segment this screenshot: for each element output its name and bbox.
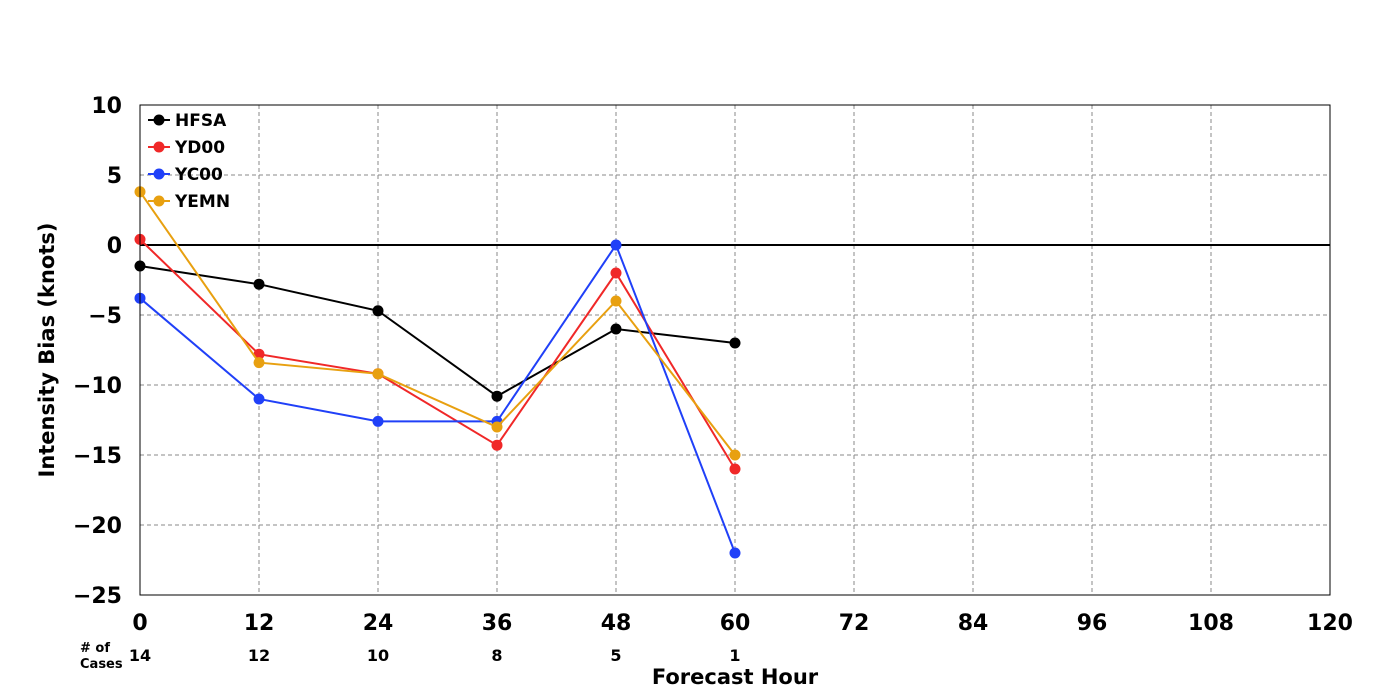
x-tick-label: 60 xyxy=(720,611,751,636)
x-tick-label: 36 xyxy=(482,611,513,636)
y-tick-label: −15 xyxy=(73,444,122,469)
case-count: 14 xyxy=(129,646,151,665)
data-point-yd00 xyxy=(729,463,741,475)
data-point-hfsa xyxy=(491,390,503,402)
x-tick-label: 12 xyxy=(244,611,275,636)
y-tick-label: −5 xyxy=(88,304,122,329)
data-point-yd00 xyxy=(491,439,503,451)
x-tick-label: 108 xyxy=(1188,611,1234,636)
data-point-hfsa xyxy=(610,323,622,335)
legend-label-hfsa: HFSA xyxy=(175,111,227,131)
x-tick-label: 72 xyxy=(839,611,870,636)
data-point-yemn xyxy=(253,357,265,369)
case-count: 5 xyxy=(610,646,621,665)
legend: HFSA YD00 YC00 YEMN xyxy=(148,111,230,212)
y-tick-label: 10 xyxy=(91,94,122,119)
data-point-yemn xyxy=(491,421,503,433)
data-point-yemn xyxy=(372,368,384,380)
data-point-hfsa xyxy=(253,278,265,290)
series-line-yemn xyxy=(139,191,736,456)
case-count: 12 xyxy=(248,646,270,665)
case-count: 1 xyxy=(729,646,740,665)
series-lines xyxy=(134,186,741,559)
x-tick-label: 96 xyxy=(1077,611,1108,636)
y-tick-labels: 10 5 0 −5 −10 −15 −20 −25 xyxy=(73,94,122,609)
data-point-hfsa xyxy=(372,305,384,317)
case-counts: # of Cases 14 12 10 8 5 1 xyxy=(80,641,741,672)
x-tick-label: 24 xyxy=(363,611,394,636)
data-point-yc00 xyxy=(610,239,622,251)
x-tick-label: 120 xyxy=(1307,611,1353,636)
legend-marker-yc00 xyxy=(153,168,165,180)
data-point-yd00 xyxy=(610,267,622,279)
x-tick-label: 48 xyxy=(601,611,632,636)
x-tick-labels: 0 12 24 36 48 60 72 84 96 108 120 xyxy=(132,611,1353,636)
legend-marker-yd00 xyxy=(153,141,165,153)
grid-lines xyxy=(140,105,1330,595)
x-tick-label: 0 xyxy=(132,611,147,636)
data-point-yc00 xyxy=(253,393,265,405)
data-point-hfsa xyxy=(729,337,741,349)
series-line-yc00 xyxy=(139,242,736,554)
legend-label-yc00: YC00 xyxy=(174,165,223,185)
y-tick-label: 5 xyxy=(107,164,122,189)
y-tick-label: −20 xyxy=(73,514,122,539)
plot-area-frame xyxy=(139,104,1331,596)
y-tick-label: −25 xyxy=(73,584,122,609)
x-tick-label: 84 xyxy=(958,611,989,636)
cases-label-line2: Cases xyxy=(80,657,123,672)
data-point-yemn xyxy=(610,295,622,307)
data-point-yemn xyxy=(729,449,741,461)
data-point-yc00 xyxy=(729,547,741,559)
series-line-hfsa xyxy=(139,265,736,398)
legend-label-yemn: YEMN xyxy=(174,192,230,212)
y-tick-label: −10 xyxy=(73,374,122,399)
x-axis-label: Forecast Hour xyxy=(652,665,819,689)
cases-label-line1: # of xyxy=(80,641,110,656)
data-point-yc00 xyxy=(372,415,384,427)
y-axis-label: Intensity Bias (knots) xyxy=(35,223,59,478)
case-count: 8 xyxy=(491,646,502,665)
legend-label-yd00: YD00 xyxy=(174,138,225,158)
y-tick-label: 0 xyxy=(107,234,122,259)
case-count: 10 xyxy=(367,646,389,665)
legend-marker-yemn xyxy=(153,195,165,207)
legend-marker-hfsa xyxy=(153,114,165,126)
